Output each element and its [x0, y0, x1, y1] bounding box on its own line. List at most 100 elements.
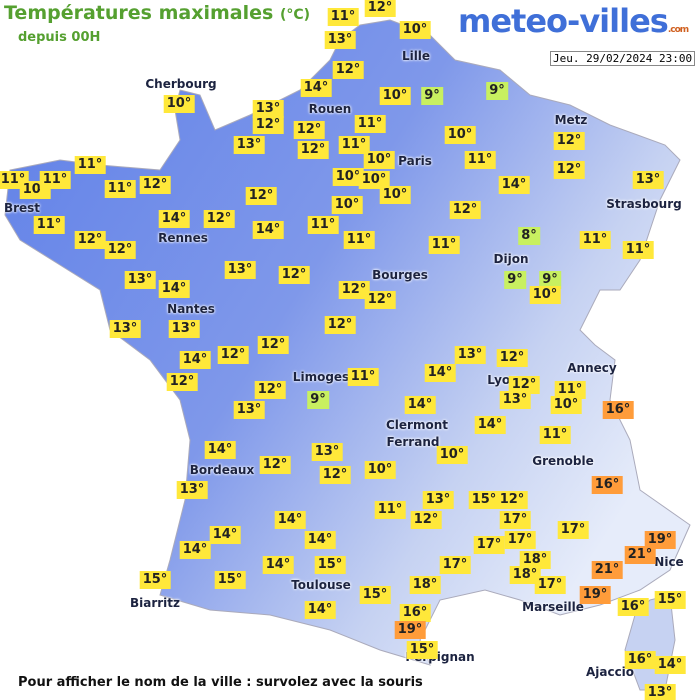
subtitle: depuis 00H — [18, 30, 101, 45]
temperature-label: 13° — [176, 481, 208, 499]
temperature-label: 10° — [358, 171, 390, 189]
city-name: Cherbourg — [145, 77, 217, 91]
city-name: Clermont — [385, 418, 449, 432]
city-name: Metz — [554, 113, 588, 127]
city-name: Ferrand — [386, 435, 440, 449]
temperature-label: 12° — [496, 491, 528, 509]
temperature-label: 11° — [354, 115, 386, 133]
city-name: Lille — [401, 49, 431, 63]
city-name: Ajaccio — [585, 665, 635, 679]
temperature-label: 14° — [179, 541, 211, 559]
temperature-label: 12° — [553, 132, 585, 150]
temperature-label: 17° — [473, 536, 505, 554]
city-name: Bourges — [372, 268, 428, 282]
temperature-label: 13° — [324, 31, 356, 49]
temperature-label: 14° — [304, 531, 336, 549]
temperature-label: 18° — [409, 576, 441, 594]
temperature-label: 13° — [252, 100, 284, 118]
temperature-label: 14° — [498, 176, 530, 194]
temperature-label: 11° — [74, 156, 106, 174]
temperature-label: 10° — [379, 87, 411, 105]
temperature-label: 9° — [504, 271, 526, 289]
temperature-label: 19° — [644, 531, 676, 549]
temperature-label: 11° — [307, 216, 339, 234]
temperature-label: 9° — [539, 271, 561, 289]
city-name: Toulouse — [291, 578, 351, 592]
temperature-label: 13° — [499, 391, 531, 409]
temperature-label: 10° — [379, 186, 411, 204]
temperature-label: 15° — [214, 571, 246, 589]
temperature-label: 21° — [624, 546, 656, 564]
temperature-label: 12° — [553, 161, 585, 179]
temperature-label: 13° — [311, 443, 343, 461]
temperature-label: 12° — [104, 241, 136, 259]
unit: (°C) — [279, 7, 311, 23]
temperature-label: 12° — [324, 316, 356, 334]
city-name: Grenoble — [532, 454, 594, 468]
temperature-label: 14° — [300, 79, 332, 97]
temperature-label: 12° — [410, 511, 442, 529]
temperature-label: 14° — [158, 210, 190, 228]
temperature-label: 12° — [259, 456, 291, 474]
temperature-label: 13° — [233, 401, 265, 419]
temperature-label: 14° — [204, 441, 236, 459]
temperature-label: 11° — [622, 241, 654, 259]
city-name: Biarritz — [129, 596, 181, 610]
temperature-label: 14° — [654, 656, 686, 674]
footer: Pour afficher le nom de la ville : survo… — [18, 675, 423, 690]
temperature-label: 12° — [449, 201, 481, 219]
temperature-label: 12° — [297, 141, 329, 159]
temperature-label: 10° — [364, 461, 396, 479]
temperature-label: 13° — [454, 346, 486, 364]
temperature-label: 11° — [554, 381, 586, 399]
city-name: Bordeaux — [189, 463, 255, 477]
temperature-label: 10° — [529, 286, 561, 304]
temperature-label: 12° — [254, 381, 286, 399]
temperature-label: 12° — [166, 373, 198, 391]
temperature-label: 13° — [109, 320, 141, 338]
temperature-label: 15° — [359, 586, 391, 604]
temperature-label: 15° — [468, 491, 500, 509]
temperature-label: 12° — [496, 349, 528, 367]
temperature-label: 11° — [338, 136, 370, 154]
temperature-label: 12° — [203, 210, 235, 228]
temperature-label: 10° — [444, 126, 476, 144]
temperature-label: 12° — [364, 291, 396, 309]
timestamp: Jeu. 29/02/2024 23:00 — [550, 51, 696, 66]
city-name: Dijon — [493, 252, 529, 266]
temperature-label: 14° — [304, 601, 336, 619]
temperature-label: 12° — [245, 187, 277, 205]
temperature-label: 11° — [327, 8, 359, 26]
city-name: Marseille — [522, 600, 584, 614]
temperature-label: 15° — [406, 641, 438, 659]
temperature-label: 12° — [338, 281, 370, 299]
temperature-label: 12° — [319, 466, 351, 484]
temperature-label: 14° — [209, 526, 241, 544]
logo-suffix: .com — [667, 25, 689, 35]
logo-name: meteo-villes — [458, 2, 669, 40]
temperature-label: 17° — [439, 556, 471, 574]
temperature-label: 9° — [486, 82, 508, 100]
city-name: Limoges — [292, 370, 350, 384]
temperature-label: 14° — [404, 396, 436, 414]
temperature-label: 14° — [424, 364, 456, 382]
temperature-label: 12° — [332, 61, 364, 79]
temperature-label: 8° — [518, 227, 540, 245]
temperature-label: 13° — [233, 136, 265, 154]
temperature-label: 9° — [421, 87, 443, 105]
temperature-label: 9° — [307, 391, 329, 409]
temperature-label: 12° — [217, 346, 249, 364]
city-name: Nice — [654, 555, 684, 569]
temperature-label: 12° — [508, 376, 540, 394]
temperature-label: 10° — [331, 196, 363, 214]
temperature-label: 16° — [617, 598, 649, 616]
temperature-label: 11° — [579, 231, 611, 249]
temperature-label: 18° — [519, 551, 551, 569]
temperature-label: 13° — [422, 491, 454, 509]
city-name: Brest — [3, 201, 41, 215]
temperature-label: 18° — [509, 566, 541, 584]
temperature-label: 21° — [591, 561, 623, 579]
city-name: Rennes — [158, 231, 208, 245]
temperature-label: 16° — [591, 476, 623, 494]
temperature-label: 11° — [343, 231, 375, 249]
